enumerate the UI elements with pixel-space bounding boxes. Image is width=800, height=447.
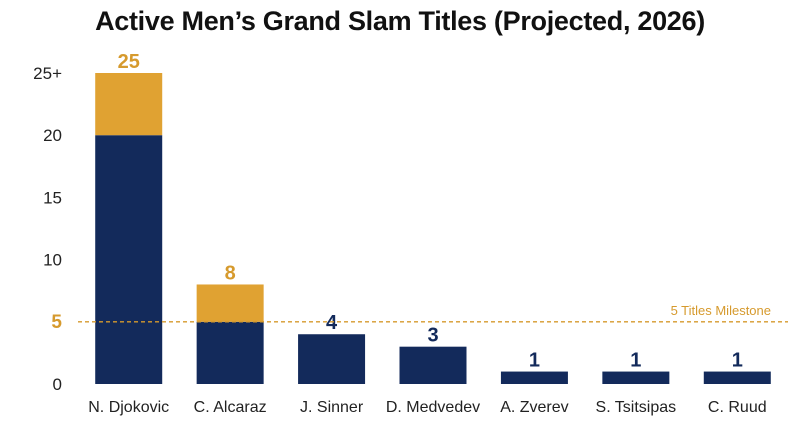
bar-segment xyxy=(602,371,670,384)
x-tick-label: C. Alcaraz xyxy=(194,399,267,416)
bar-segment xyxy=(399,346,467,384)
data-label: 25 xyxy=(118,51,140,73)
x-tick-label: A. Zverev xyxy=(500,399,568,416)
y-tick-label: 5 xyxy=(51,312,62,333)
bar-segment xyxy=(298,334,366,384)
data-label: 3 xyxy=(427,325,438,347)
reference-line-label: 5 Titles Milestone xyxy=(671,303,771,318)
data-label: 1 xyxy=(630,350,641,372)
y-tick-label: 15 xyxy=(43,188,62,207)
y-tick-label: 0 xyxy=(53,375,62,394)
bar-segment xyxy=(703,371,771,384)
chart-title: Active Men’s Grand Slam Titles (Projecte… xyxy=(95,6,705,36)
bar-segment xyxy=(196,284,264,322)
x-tick-label: N. Djokovic xyxy=(88,399,169,416)
data-label: 1 xyxy=(732,350,743,372)
y-tick-label: 20 xyxy=(43,126,62,145)
y-tick-label: 10 xyxy=(43,251,62,270)
x-tick-label: J. Sinner xyxy=(300,399,364,416)
data-label: 1 xyxy=(529,350,540,372)
bar-segment xyxy=(95,135,163,384)
x-tick-label: S. Tsitsipas xyxy=(596,399,677,416)
bar-segment xyxy=(95,73,163,136)
bar-segment xyxy=(500,371,568,384)
x-tick-label: D. Medvedev xyxy=(386,399,480,416)
bar-segment xyxy=(196,321,264,384)
data-label: 4 xyxy=(326,312,338,334)
x-tick-label: C. Ruud xyxy=(708,399,767,416)
data-label: 8 xyxy=(225,262,236,284)
y-tick-label: 25+ xyxy=(33,64,62,83)
